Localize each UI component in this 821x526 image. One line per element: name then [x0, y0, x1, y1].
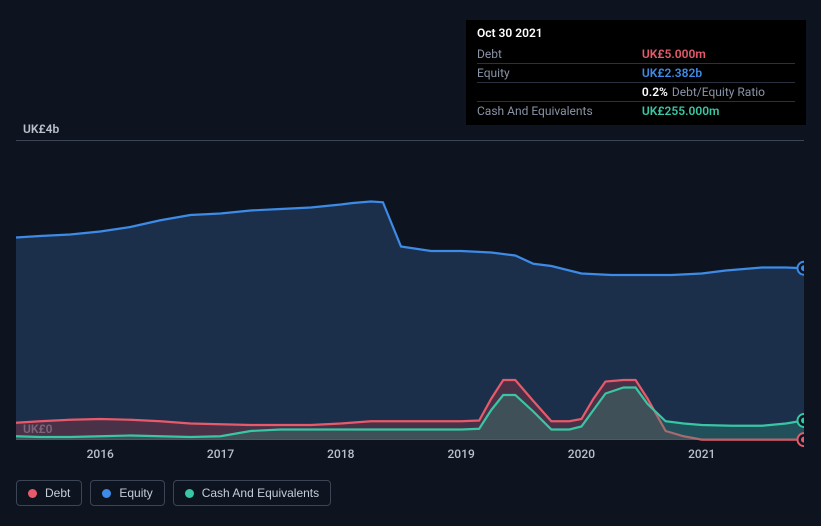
- tooltip-row-label: Equity: [477, 64, 616, 83]
- chart-svg: 2016 2017 2018 2019 2020 2021: [16, 140, 804, 470]
- x-axis-tick-label: 2021: [688, 447, 715, 461]
- legend-dot-icon: [28, 489, 37, 498]
- legend-dot-icon: [102, 489, 111, 498]
- tooltip-row-value: 0.2%Debt/Equity Ratio: [616, 83, 795, 102]
- legend-item-equity[interactable]: Equity: [90, 480, 164, 506]
- tooltip-row-label: Cash And Equivalents: [477, 102, 616, 121]
- tooltip-row-label: Debt: [477, 45, 616, 64]
- legend-item-label: Equity: [119, 486, 152, 500]
- chart-stage: Oct 30 2021 DebtUK£5.000mEquityUK£2.382b…: [0, 0, 821, 526]
- tooltip-table: DebtUK£5.000mEquityUK£2.382b0.2%Debt/Equ…: [477, 45, 795, 120]
- chart-legend: Debt Equity Cash And Equivalents: [16, 480, 331, 506]
- tooltip-row: 0.2%Debt/Equity Ratio: [477, 83, 795, 102]
- legend-item-debt[interactable]: Debt: [16, 480, 82, 506]
- y-axis-label-max: UK£4b: [23, 122, 59, 136]
- tooltip-row: DebtUK£5.000m: [477, 45, 795, 64]
- chart-plot-area[interactable]: 2016 2017 2018 2019 2020 2021: [16, 140, 804, 470]
- legend-dot-icon: [185, 489, 194, 498]
- x-axis-tick-label: 2020: [568, 447, 595, 461]
- tooltip-row-value: UK£5.000m: [616, 45, 795, 64]
- tooltip-row: Cash And EquivalentsUK£255.000m: [477, 102, 795, 121]
- x-axis-tick-label: 2018: [327, 447, 354, 461]
- legend-item-label: Cash And Equivalents: [202, 486, 319, 500]
- tooltip-row-value: UK£2.382b: [616, 64, 795, 83]
- legend-item-cash-and-equivalents[interactable]: Cash And Equivalents: [173, 480, 331, 506]
- x-axis-tick-label: 2019: [447, 447, 474, 461]
- series-area-equity: [16, 202, 804, 441]
- tooltip-row-label: [477, 83, 616, 102]
- legend-item-label: Debt: [45, 486, 70, 500]
- x-axis-tick-label: 2016: [87, 447, 114, 461]
- chart-tooltip: Oct 30 2021 DebtUK£5.000mEquityUK£2.382b…: [466, 20, 806, 125]
- tooltip-row-value: UK£255.000m: [616, 102, 795, 121]
- tooltip-row: EquityUK£2.382b: [477, 64, 795, 83]
- x-axis-tick-label: 2017: [207, 447, 234, 461]
- tooltip-date: Oct 30 2021: [477, 27, 795, 39]
